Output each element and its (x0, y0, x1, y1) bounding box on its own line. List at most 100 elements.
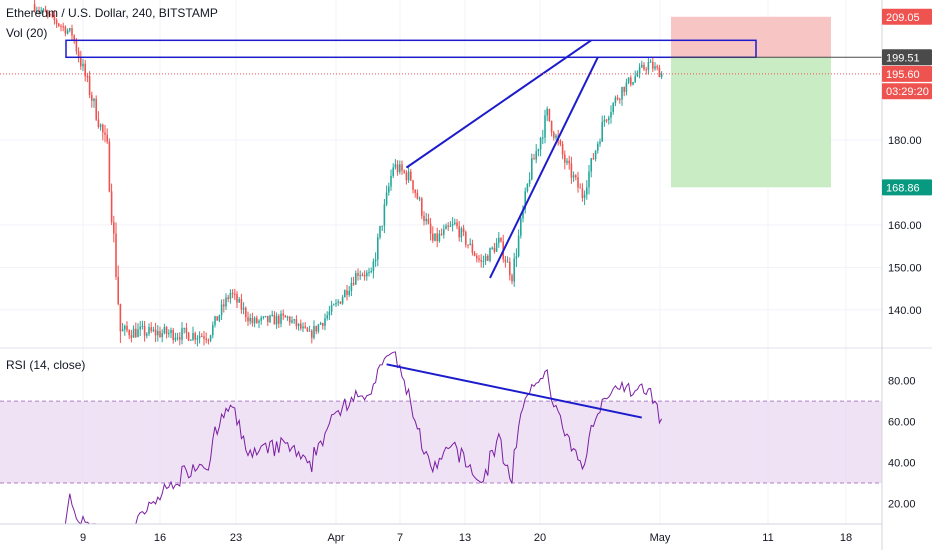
candle-body (392, 167, 394, 176)
price-label-countdown: 03:29:20 (882, 83, 932, 100)
rsi-axis[interactable]: 20.00 40.00 60.00 80.00 (888, 376, 916, 511)
candle-body (102, 124, 104, 133)
wedge-lower-line[interactable] (489, 56, 599, 279)
candle-body (487, 255, 489, 261)
candle-body (610, 111, 612, 118)
candle-body (361, 274, 364, 276)
candle-body (304, 326, 306, 328)
candle-body (148, 327, 150, 334)
candle-body (515, 256, 518, 259)
candle-body (297, 323, 300, 327)
candle-body (172, 329, 174, 341)
candle-body (236, 294, 238, 303)
candle-body (38, 10, 40, 12)
time-tick-label: 23 (230, 532, 242, 544)
price-tick-label: 180.00 (888, 135, 922, 147)
candle-body (346, 290, 348, 295)
candle-body (522, 208, 524, 219)
candle-body (106, 134, 108, 142)
time-axis[interactable]: 9 16 23 Apr 7 13 20 May 11 18 (80, 532, 852, 544)
candle-body (192, 333, 194, 340)
candle-body (627, 77, 630, 83)
wedge-upper-line[interactable] (405, 39, 592, 169)
candle-body (161, 333, 163, 338)
resistance-box[interactable] (65, 39, 757, 59)
candle-body (473, 252, 476, 256)
candle-body (379, 226, 381, 238)
candle-body (51, 14, 53, 16)
candle-body (333, 304, 335, 306)
candle-body (330, 305, 333, 312)
candle-body (256, 317, 258, 323)
candle-body (104, 132, 106, 135)
candle-body (269, 315, 271, 322)
price-tick-label: 150.00 (888, 262, 922, 274)
candle-body (339, 301, 342, 304)
candle-body (249, 317, 251, 322)
candle-body (344, 290, 346, 298)
svg-text:199.51: 199.51 (886, 52, 920, 64)
candle-body (603, 119, 606, 122)
time-tick-label: 18 (840, 532, 852, 544)
candle-body (427, 218, 430, 224)
candle-body (553, 132, 555, 138)
candle-body (132, 328, 135, 338)
candle-body (218, 315, 221, 321)
candle-body (163, 327, 166, 334)
candle-body (328, 311, 331, 316)
candle-body (141, 325, 144, 327)
candle-body (284, 315, 287, 318)
candle-body (564, 154, 566, 163)
candle-body (374, 259, 377, 262)
candle-body (403, 170, 405, 173)
price-axis[interactable]: 140.00 150.00 160.00 180.00 (888, 135, 922, 317)
candle-body (614, 97, 617, 104)
candle-body (495, 242, 498, 252)
volume-legend: Vol (20) (6, 26, 48, 40)
time-tick-label: Apr (327, 532, 344, 544)
svg-text:168.86: 168.86 (886, 182, 920, 194)
candle-body (62, 26, 64, 28)
candle-body (253, 317, 256, 324)
candle-body (220, 304, 223, 316)
candle-body (449, 225, 452, 227)
candle-body (77, 51, 80, 58)
candle-body (394, 164, 397, 168)
candle-body (337, 301, 339, 303)
price-label-target: 168.86 (882, 179, 932, 196)
candle-body (381, 225, 383, 227)
candle-body (159, 331, 161, 338)
stop-zone[interactable] (671, 16, 831, 58)
candle-body (414, 189, 416, 193)
candle-body (53, 14, 56, 20)
candle-body (302, 326, 304, 329)
candle-body (548, 108, 551, 121)
candle-body (383, 204, 386, 226)
time-tick-label: 13 (459, 532, 471, 544)
candle-body (86, 76, 89, 78)
rsi-tick-label: 60.00 (888, 417, 916, 429)
candle-body (267, 315, 269, 322)
candle-body (531, 158, 533, 180)
candle-body (462, 228, 465, 233)
target-zone[interactable] (671, 57, 831, 188)
candle-body (601, 121, 603, 142)
rsi-tick-label: 80.00 (888, 376, 916, 388)
candle-body (60, 25, 62, 27)
candle-body (491, 247, 493, 249)
candle-body (115, 233, 117, 277)
candle-body (597, 143, 599, 151)
candle-body (88, 76, 91, 96)
candle-body (436, 233, 438, 242)
price-tick-label: 140.00 (888, 305, 922, 317)
candle-body (443, 229, 445, 235)
rsi-trendline[interactable] (386, 363, 643, 419)
candle-body (434, 233, 436, 241)
candle-body (194, 333, 196, 340)
candle-body (460, 228, 463, 238)
candle-body (95, 98, 97, 120)
candle-body (181, 328, 183, 340)
candle-body (528, 179, 531, 185)
